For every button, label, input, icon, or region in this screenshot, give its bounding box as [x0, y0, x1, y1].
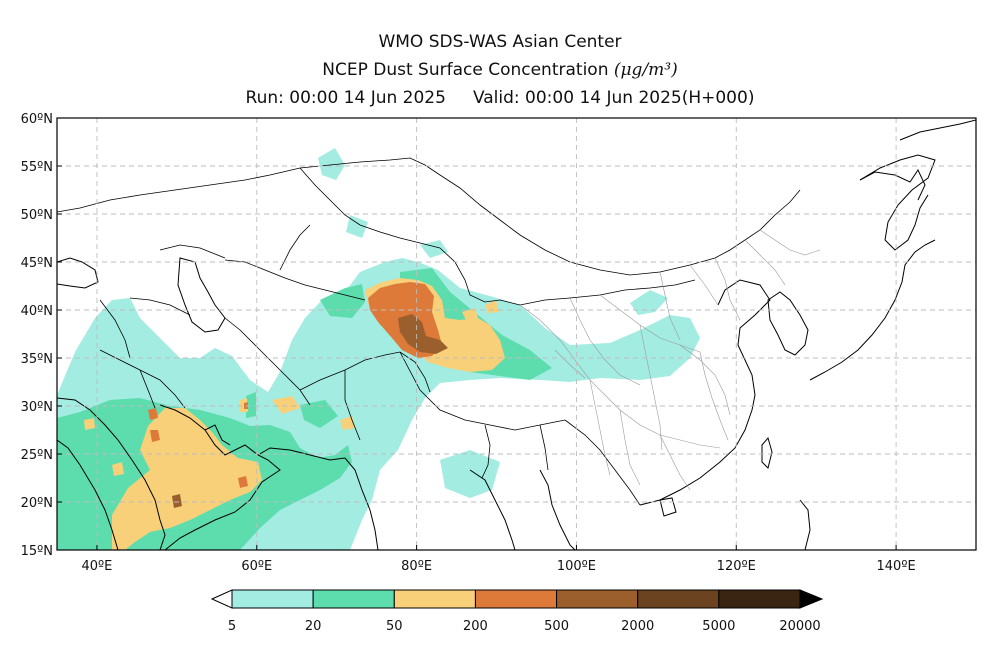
- colorbar-level-label: 50: [386, 619, 403, 634]
- title-line-3: Run: 00:00 14 Jun 2025 Valid: 00:00 14 J…: [245, 88, 755, 108]
- colorbar-level-label: 5: [228, 619, 236, 634]
- colorbar-box: [637, 589, 720, 609]
- lat-tick-label: 60ºN: [21, 112, 53, 127]
- title-text: NCEP Dust Surface Concentration: [322, 60, 609, 80]
- colorbar-level-label: 500: [544, 619, 569, 634]
- colorbar-box: [718, 589, 801, 609]
- colorbar: 5 20 50 200 500 2000 5000 20000: [210, 589, 824, 634]
- colorbar-level-label: 20: [305, 619, 322, 634]
- lon-tick-label: 60ºE: [241, 559, 272, 574]
- colorbar-level-label: 5000: [702, 619, 735, 634]
- colorbar-box: [231, 589, 314, 609]
- lat-tick-label: 35ºN: [21, 352, 53, 367]
- colorbar-lower-extend: [210, 589, 233, 609]
- title-line-2: NCEP Dust Surface Concentration (μg/m³): [0, 56, 1000, 84]
- lon-tick-label: 140ºE: [877, 559, 916, 574]
- units-label: (μg/m³): [613, 60, 678, 80]
- province-borders: [519, 229, 821, 491]
- map-outlines: [57, 119, 976, 550]
- colorbar-upper-extend: [799, 589, 824, 609]
- colorbar-level-label: 2000: [621, 619, 654, 634]
- colorbar-level-label: 20000: [779, 619, 820, 634]
- colorbar-box: [393, 589, 476, 609]
- lat-tick-label: 50ºN: [21, 208, 53, 223]
- lat-tick-label: 15ºN: [21, 544, 53, 559]
- country-borders: [57, 157, 801, 506]
- lon-tick-label: 100ºE: [557, 559, 596, 574]
- colorbar-box: [474, 589, 558, 609]
- tick-marks: [57, 117, 897, 551]
- lon-tick-label: 40ºE: [82, 559, 113, 574]
- dust-level-5: [172, 314, 448, 508]
- colorbar-labels: 5 20 50 200 500 2000 5000 20000: [228, 619, 821, 634]
- coastlines: [57, 119, 976, 550]
- lat-tick-label: 30ºN: [21, 400, 53, 415]
- lat-tick-label: 25ºN: [21, 448, 53, 463]
- lon-tick-label: 120ºE: [717, 559, 756, 574]
- map-frame: [56, 117, 977, 551]
- graticule: [57, 118, 976, 550]
- lat-tick-label: 45ºN: [21, 256, 53, 271]
- colorbar-box: [312, 589, 395, 609]
- lat-tick-label: 55ºN: [21, 160, 53, 175]
- colorbar-boxes: [231, 589, 801, 609]
- title-line-1: WMO SDS-WAS Asian Center: [378, 32, 622, 52]
- colorbar-box: [556, 589, 639, 609]
- title-block: WMO SDS-WAS Asian Center NCEP Dust Surfa…: [0, 28, 1000, 112]
- lat-tick-labels: 15ºN 20ºN 25ºN 30ºN 35ºN 40ºN 45ºN 50ºN 55ºN 60ºN: [21, 112, 53, 559]
- lat-tick-label: 20ºN: [21, 496, 53, 511]
- lon-tick-labels: 40ºE 60ºE 80ºE 100ºE 120ºE 140ºE: [82, 559, 916, 574]
- dust-field: [57, 148, 700, 550]
- lat-tick-label: 40ºN: [21, 304, 53, 319]
- colorbar-level-label: 200: [463, 619, 488, 634]
- lon-tick-label: 80ºE: [401, 559, 432, 574]
